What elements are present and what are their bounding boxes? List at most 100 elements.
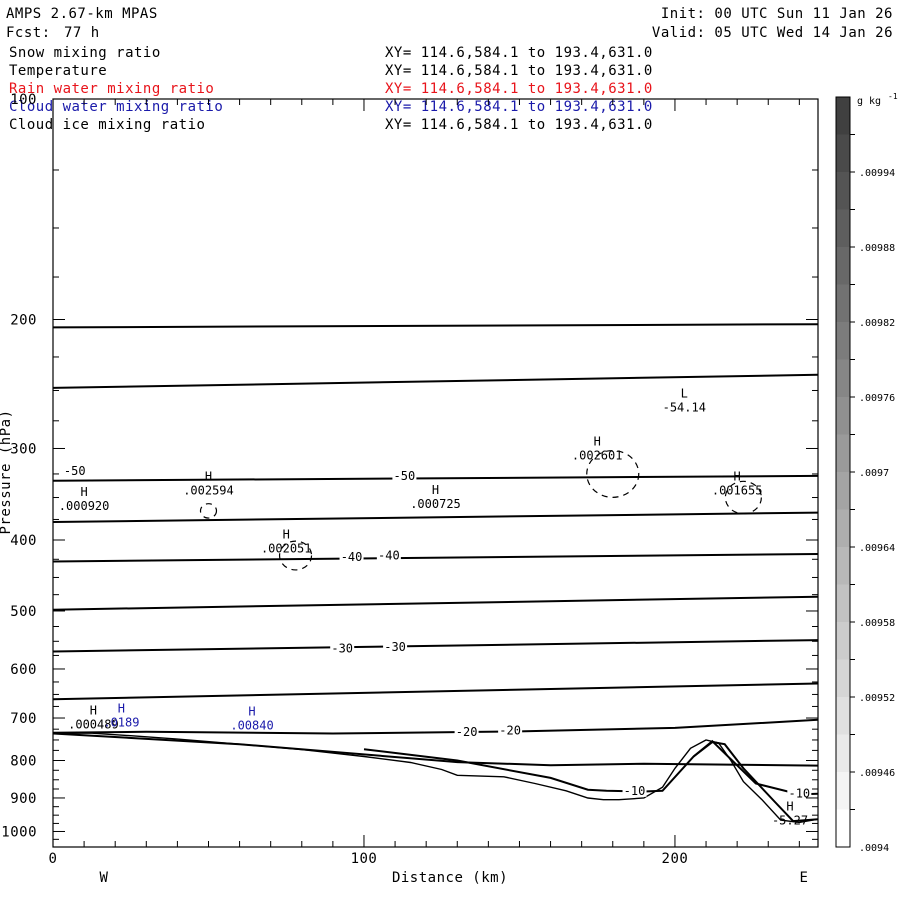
extremum-kind: H xyxy=(80,485,87,499)
temperature-isotherm xyxy=(53,732,818,767)
contour-label-gap xyxy=(62,462,87,477)
y-tick-label: 1000 xyxy=(1,824,37,840)
colorbar-swatch xyxy=(836,434,850,473)
extremum-kind: H xyxy=(118,701,125,715)
temperature-isotherm xyxy=(53,718,818,735)
colorbar-swatch xyxy=(836,772,850,810)
extremum-value: .000725 xyxy=(410,497,461,511)
colorbar-label: .00976 xyxy=(859,393,895,404)
temperature-isotherm xyxy=(53,595,818,611)
temperature-isotherm xyxy=(692,741,818,823)
colorbar-label: .00958 xyxy=(859,618,895,629)
y-tick-label: 600 xyxy=(10,662,37,678)
y-tick-label: 700 xyxy=(10,711,37,727)
temperature-isotherm xyxy=(53,639,818,653)
y-tick-label: 300 xyxy=(10,441,37,457)
colorbar-swatch xyxy=(836,584,850,623)
colorbar-swatch xyxy=(836,547,850,585)
contour-label: -20 xyxy=(456,725,478,739)
extremum-value: .002051 xyxy=(261,541,312,555)
field-xy: XY= 114.6,584.1 to 193.4,631.0 xyxy=(385,117,653,133)
colorbar-swatch xyxy=(836,622,850,660)
extremum-kind: H xyxy=(248,704,255,718)
contour-label-gap xyxy=(454,724,479,739)
colorbar-swatch xyxy=(836,172,850,210)
colorbar-label: .0097 xyxy=(859,468,889,479)
temperature-isotherm xyxy=(363,739,818,796)
extremum-kind: H xyxy=(786,799,793,813)
colorbar-swatch xyxy=(836,134,850,173)
extremum-value: .002601 xyxy=(572,449,623,463)
y-tick-label: 400 xyxy=(10,533,37,549)
extremum-kind: H xyxy=(90,704,97,718)
y-tick-label: 100 xyxy=(10,92,37,108)
extremum-value: .002594 xyxy=(183,483,234,497)
valid-time: Valid: 05 UTC Wed 14 Jan 26 xyxy=(652,25,893,41)
temperature-isotherm xyxy=(53,553,818,563)
colorbar-label: .00988 xyxy=(859,243,895,254)
extremum-value: .000920 xyxy=(59,499,110,513)
contour-label-gap xyxy=(376,547,401,562)
colorbar-label: .00994 xyxy=(859,168,895,179)
colorbar-swatch xyxy=(836,97,850,135)
field-xy: XY= 114.6,584.1 to 193.4,631.0 xyxy=(385,45,653,61)
extremum-kind: L xyxy=(681,386,688,400)
contour-label-gap xyxy=(330,640,355,655)
colorbar-unit: g kg xyxy=(857,96,881,107)
extremum-value: -54.14 xyxy=(663,400,706,414)
colorbar-swatch xyxy=(836,659,850,698)
contour-label-gap xyxy=(622,782,647,797)
field-xy: XY= 114.6,584.1 to 193.4,631.0 xyxy=(385,99,653,115)
colorbar-swatch xyxy=(836,322,850,360)
y-tick-label: 200 xyxy=(10,312,37,328)
field-name: Temperature xyxy=(9,63,107,79)
contour-label: -20 xyxy=(499,723,521,737)
field-name: Cloud ice mixing ratio xyxy=(9,117,205,133)
extremum-value: .000489 xyxy=(68,718,119,732)
field-xy: XY= 114.6,584.1 to 193.4,631.0 xyxy=(385,81,653,97)
x-axis-label: Distance (km) xyxy=(392,870,508,886)
x-tick-label: 200 xyxy=(662,851,689,867)
x-tick-label: 0 xyxy=(49,851,58,867)
extremum-kind: H xyxy=(205,469,212,483)
extremum-kind: H xyxy=(594,435,601,449)
contour-label-gap xyxy=(787,785,812,800)
contour-label: -10 xyxy=(624,784,646,798)
colorbar-swatch xyxy=(836,209,850,248)
colorbar-swatch xyxy=(836,397,850,435)
colorbar-swatch xyxy=(836,697,850,735)
east-label: E xyxy=(800,870,809,886)
contour-label: -40 xyxy=(341,550,363,564)
extremum-value: .00840 xyxy=(230,718,273,732)
mixing-ratio-contour xyxy=(586,449,640,498)
contour-label-gap xyxy=(498,722,523,737)
temperature-isotherm xyxy=(53,682,818,701)
field-legend: Snow mixing ratio XY= 114.6,584.1 to 193.… xyxy=(9,45,653,133)
colorbar-swatch xyxy=(836,509,850,548)
colorbar-label: .00952 xyxy=(859,693,895,704)
colorbar-label: .00964 xyxy=(859,543,895,554)
plot-frame xyxy=(52,98,819,848)
y-tick-label: 900 xyxy=(10,791,37,807)
extremum-kind: H xyxy=(283,527,290,541)
contour-label: -40 xyxy=(378,549,400,563)
west-label: W xyxy=(100,870,109,886)
extremum-value: -5.27 xyxy=(772,813,808,827)
colorbar-swatch xyxy=(836,734,850,773)
temperature-isotherm xyxy=(53,373,818,389)
field-name: Rain water mixing ratio xyxy=(9,81,214,97)
colorbar-label: .00946 xyxy=(859,768,895,779)
extremum-value: .001655 xyxy=(712,483,763,497)
extremum-kind: H xyxy=(734,469,741,483)
colorbar-swatch xyxy=(836,359,850,398)
plot-area: -50 -50-40 -40-30 -30-20 -20-10 -10H.000920H.… xyxy=(53,323,818,827)
mixing-ratio-contour xyxy=(199,503,218,519)
contour-label: -50 xyxy=(64,464,86,478)
colorbar-swatch xyxy=(836,472,850,510)
field-xy: XY= 114.6,584.1 to 193.4,631.0 xyxy=(385,63,653,79)
init-time: Init: 00 UTC Sun 11 Jan 26 xyxy=(661,6,893,22)
x-tick-label: 100 xyxy=(351,851,378,867)
y-axis-label: Pressure (hPa) xyxy=(0,409,14,534)
colorbar-swatch xyxy=(836,247,850,285)
